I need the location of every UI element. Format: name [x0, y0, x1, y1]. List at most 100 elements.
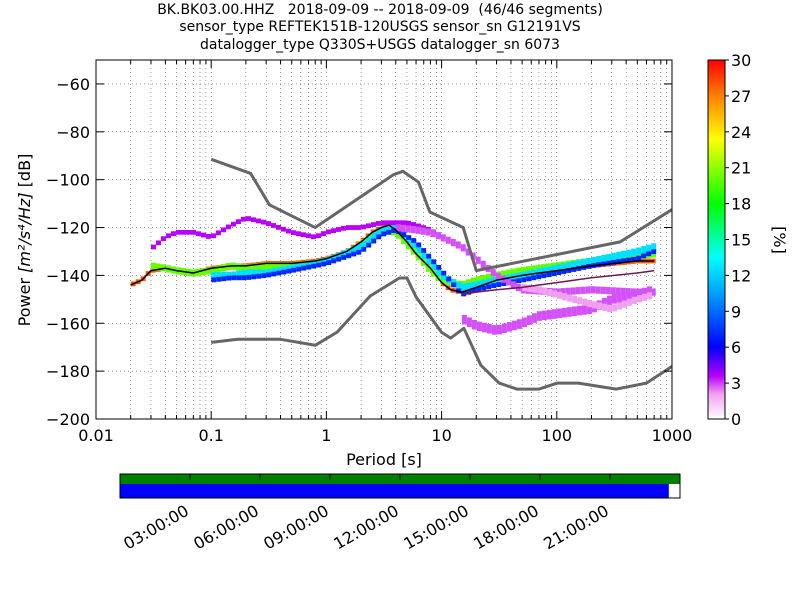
density-cell [611, 259, 617, 265]
density-cell [236, 275, 242, 281]
density-cell [396, 229, 402, 235]
density-cell [345, 225, 351, 230]
y-tick-label: −160 [46, 314, 90, 333]
density-cell [607, 304, 613, 312]
y-tick-label: −180 [46, 362, 90, 381]
density-cell [486, 278, 492, 286]
density-cell [381, 231, 387, 237]
y-tick-label: −140 [46, 266, 90, 285]
density-cell [526, 315, 532, 325]
density-cell [416, 246, 422, 254]
density-cell [541, 273, 547, 279]
density-cell [581, 259, 587, 267]
density-cell [410, 226, 416, 234]
density-cell [435, 232, 441, 240]
density-cell [611, 252, 617, 260]
density-cell [225, 224, 231, 230]
density-cell [310, 234, 316, 240]
density-cell [215, 265, 221, 273]
density-cell [441, 270, 447, 276]
density-cell [326, 256, 332, 264]
density-cell [571, 306, 577, 317]
density-cell [216, 276, 222, 282]
density-cell [260, 219, 266, 225]
density-cell [426, 253, 432, 259]
density-cell [576, 266, 582, 271]
density-cell [221, 276, 227, 282]
colorbar-tick-label: 18 [731, 195, 751, 214]
density-cell [261, 269, 267, 277]
density-cell [245, 216, 251, 221]
x-tick-label: 1 [321, 426, 331, 445]
density-cell [620, 287, 626, 296]
y-axis: −200 −180 −160 −140 −120 −100 −80 −60 [46, 75, 672, 429]
density-cell [531, 313, 537, 323]
density-cell [556, 308, 562, 319]
density-cell [330, 228, 336, 234]
density-cell [445, 236, 451, 244]
density-cell [325, 229, 331, 235]
density-cell [375, 221, 381, 226]
density-cell [500, 270, 506, 278]
density-cell [616, 251, 622, 259]
density-cell [602, 303, 608, 311]
density-cell [205, 233, 211, 239]
mode-line [130, 224, 655, 293]
density-cell [631, 248, 637, 256]
density-cell [541, 267, 547, 275]
density-cell [270, 262, 276, 270]
density-cell [461, 314, 467, 325]
density-cell [521, 317, 527, 328]
density-cell [275, 262, 281, 270]
density-cell [265, 221, 271, 227]
density-cell [651, 243, 657, 251]
density-cell [395, 231, 401, 239]
density-cell [311, 263, 317, 269]
density-cell [321, 258, 327, 266]
density-cell [160, 236, 166, 242]
density-cell [361, 246, 367, 252]
density-cell [611, 294, 617, 304]
density-cell [351, 246, 357, 254]
density-cell [547, 289, 553, 297]
density-cell [510, 281, 516, 289]
density-cell [416, 242, 422, 248]
density-cell [582, 298, 588, 306]
density-cell [461, 283, 467, 291]
density-bands [130, 216, 657, 335]
density-cell [495, 272, 501, 280]
density-cell [605, 287, 611, 295]
density-cell [436, 264, 442, 270]
density-cell [491, 325, 497, 335]
density-cell [425, 264, 431, 272]
density-cell [405, 225, 411, 233]
colorbar [707, 59, 726, 420]
mean-line [461, 269, 655, 296]
density-cell [480, 260, 486, 269]
density-cell [290, 230, 296, 236]
density-cell [220, 227, 226, 233]
density-cell [587, 300, 593, 308]
density-cell [155, 240, 161, 246]
density-cell [265, 262, 271, 270]
density-cell [376, 234, 382, 240]
density-cell [465, 248, 471, 256]
density-cell [320, 231, 326, 236]
density-cell [576, 305, 582, 316]
density-cell [286, 268, 292, 274]
density-cell [441, 273, 447, 281]
colorbar-tick-label: 12 [731, 266, 751, 285]
statistic-lines [130, 224, 655, 296]
density-cell [361, 240, 367, 249]
density-cell [351, 251, 357, 257]
density-cell [440, 234, 446, 242]
density-cell [595, 286, 601, 294]
density-cell [577, 297, 583, 305]
density-cell [295, 231, 301, 237]
density-cell [296, 266, 302, 272]
density-cell [420, 258, 426, 267]
density-cell [585, 286, 591, 294]
density-cell [471, 319, 477, 330]
density-cell [576, 260, 582, 268]
density-cell [572, 295, 578, 304]
